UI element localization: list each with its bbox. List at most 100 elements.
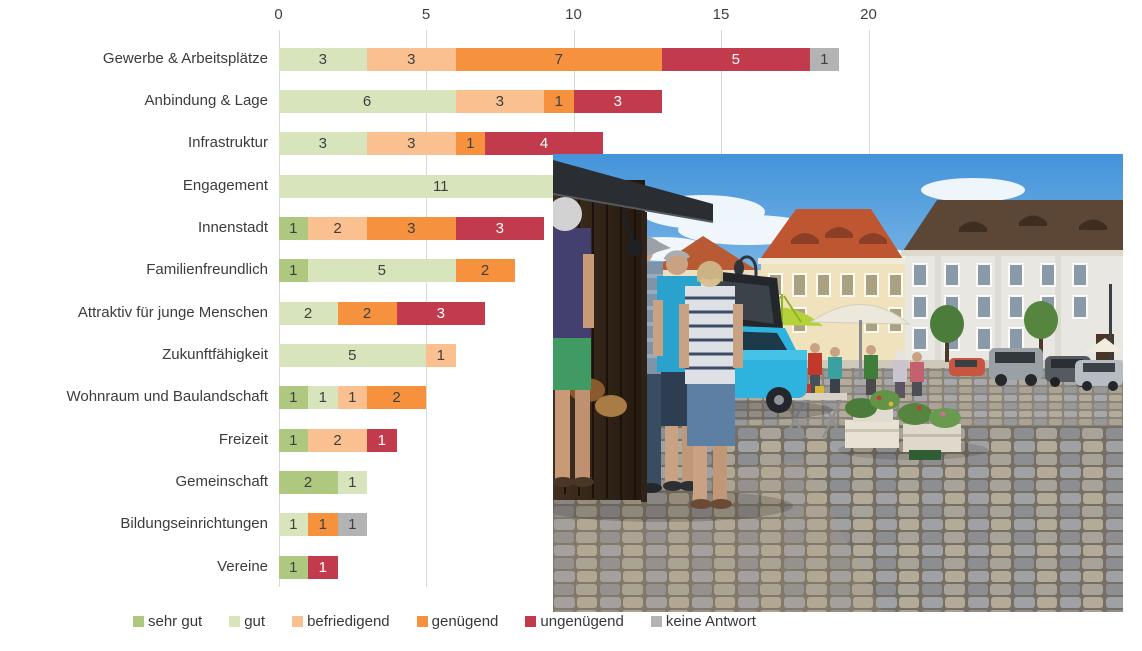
segment-value-label: 2: [303, 474, 313, 491]
segment-value-label: 1: [289, 516, 298, 534]
bar-segment-genügend: 1: [308, 513, 338, 537]
segment-value-label: 3: [436, 304, 445, 322]
bar-segment-sehr-gut: 1: [278, 555, 308, 579]
legend-label: gut: [244, 613, 266, 630]
segment-value-label: 3: [613, 92, 622, 110]
bar-segment-gut: 1: [278, 513, 308, 537]
bar-segment-gut: 2: [278, 301, 338, 325]
legend-swatch: [416, 616, 428, 627]
category-label: Vereine: [217, 557, 268, 575]
legend-item: befriedigend: [292, 613, 390, 630]
segment-value-label: 5: [377, 262, 386, 280]
segment-value-label: 11: [432, 177, 449, 195]
legend-swatch: [133, 616, 144, 627]
segment-value-label: 1: [554, 92, 563, 110]
segment-value-label: 3: [407, 50, 416, 68]
segment-value-label: 3: [495, 92, 504, 110]
market-photo-illustration: [553, 154, 1123, 612]
segment-value-label: 4: [539, 135, 549, 153]
segment-value-label: 6: [362, 92, 372, 110]
segment-value-label: 2: [362, 304, 372, 322]
segment-value-label: 1: [348, 474, 357, 491]
bar-segment-sehr-gut: 1: [278, 259, 308, 283]
legend-label: genügend: [431, 613, 499, 630]
legend-item: genügend: [416, 613, 499, 630]
bar-segment-genügend: 2: [455, 259, 515, 283]
legend-swatch: [229, 616, 241, 627]
x-axis-tick-label: 15: [712, 6, 730, 23]
legend-label: ungenügend: [540, 613, 624, 630]
segment-value-label: 2: [392, 389, 401, 407]
bar-segment-ungenügend: 1: [367, 428, 397, 452]
segment-value-label: 1: [289, 262, 298, 280]
bar-segment-befriedigend: 3: [367, 47, 456, 71]
bar-segment-genügend: 2: [337, 301, 397, 325]
bar-segment-gut: 3: [278, 132, 367, 156]
bar-segment-sehr-gut: 1: [278, 386, 308, 410]
bar-segment-befriedigend: 2: [308, 216, 367, 240]
x-axis-tick-label: 20: [860, 6, 877, 23]
chart-legend: sehr gut gut befriedigend genügend ungenügen…: [133, 613, 756, 630]
x-axis-tick-label: 0: [274, 6, 283, 23]
category-label: Freizeit: [218, 430, 268, 448]
x-axis-tick-label: 10: [565, 6, 582, 23]
category-label: Bildungseinrichtungen: [120, 515, 268, 533]
bar-segment-keine-Antwort: 1: [809, 47, 839, 71]
bar-segment-befriedigend: 3: [367, 132, 456, 156]
segment-value-label: 2: [333, 219, 342, 237]
segment-value-label: 7: [554, 50, 563, 68]
bar-segment-gut: 11: [278, 174, 603, 198]
segment-value-label: 1: [289, 219, 298, 237]
segment-value-label: 3: [407, 135, 416, 153]
bar-segment-gut: 5: [308, 259, 456, 283]
segment-value-label: 1: [289, 431, 298, 449]
legend-item: gut: [229, 613, 265, 630]
category-label: Anbindung & Lage: [144, 91, 268, 109]
category-label: Wohnraum und Baulandschaft: [66, 388, 268, 406]
bar-segment-genügend: 3: [367, 216, 456, 240]
legend-swatch: [292, 616, 304, 627]
bar-segment-gut: 1: [337, 471, 367, 494]
segment-value-label: 1: [377, 431, 386, 449]
segment-value-label: 2: [333, 431, 342, 449]
segment-value-label: 1: [820, 50, 829, 68]
bar-segment-genügend: 1: [455, 132, 485, 156]
bar-segment-gut: 1: [308, 386, 338, 410]
segment-value-label: 1: [466, 135, 475, 153]
segment-value-label: 5: [731, 50, 740, 68]
legend-label: keine Antwort: [665, 613, 756, 630]
segment-value-label: 1: [289, 558, 298, 576]
bar-segment-befriedigend: 1: [337, 386, 367, 410]
bar-segment-befriedigend: 1: [426, 343, 456, 367]
bar-segment-sehr-gut: 1: [278, 428, 308, 452]
bar-segment-ungenügend: 4: [485, 132, 603, 156]
category-label: Gewerbe & Arbeitsplätze: [102, 49, 268, 67]
category-label: Attraktiv für junge Menschen: [77, 303, 268, 321]
segment-value-label: 2: [303, 304, 313, 322]
segment-value-label: 3: [407, 219, 416, 237]
category-label: Gemeinschaft: [175, 473, 268, 490]
bar-segment-gut: 5: [278, 343, 426, 367]
bar-segment-sehr-gut: 2: [278, 471, 338, 494]
legend-label: sehr gut: [148, 613, 203, 630]
category-label: Engagement: [182, 176, 268, 194]
bar-segment-ungenügend: 3: [396, 301, 485, 325]
bar-segment-ungenügend: 3: [573, 89, 662, 113]
legend-swatch: [525, 616, 537, 627]
market-square-photo: [553, 154, 1123, 612]
segment-value-label: 5: [348, 346, 357, 364]
legend-item: sehr gut: [133, 613, 202, 630]
segment-value-label: 3: [318, 50, 327, 68]
category-label: Innenstadt: [197, 218, 268, 236]
segment-value-label: 1: [348, 516, 357, 534]
segment-value-label: 1: [436, 346, 445, 364]
category-label: Infrastruktur: [187, 134, 268, 152]
bar-segment-genügend: 7: [455, 47, 662, 71]
segment-value-label: 2: [480, 262, 490, 280]
legend-item: keine Antwort: [650, 613, 756, 630]
segment-value-label: 1: [289, 389, 298, 407]
segment-value-label: 1: [348, 389, 357, 407]
bar-segment-ungenügend: 1: [308, 555, 338, 579]
